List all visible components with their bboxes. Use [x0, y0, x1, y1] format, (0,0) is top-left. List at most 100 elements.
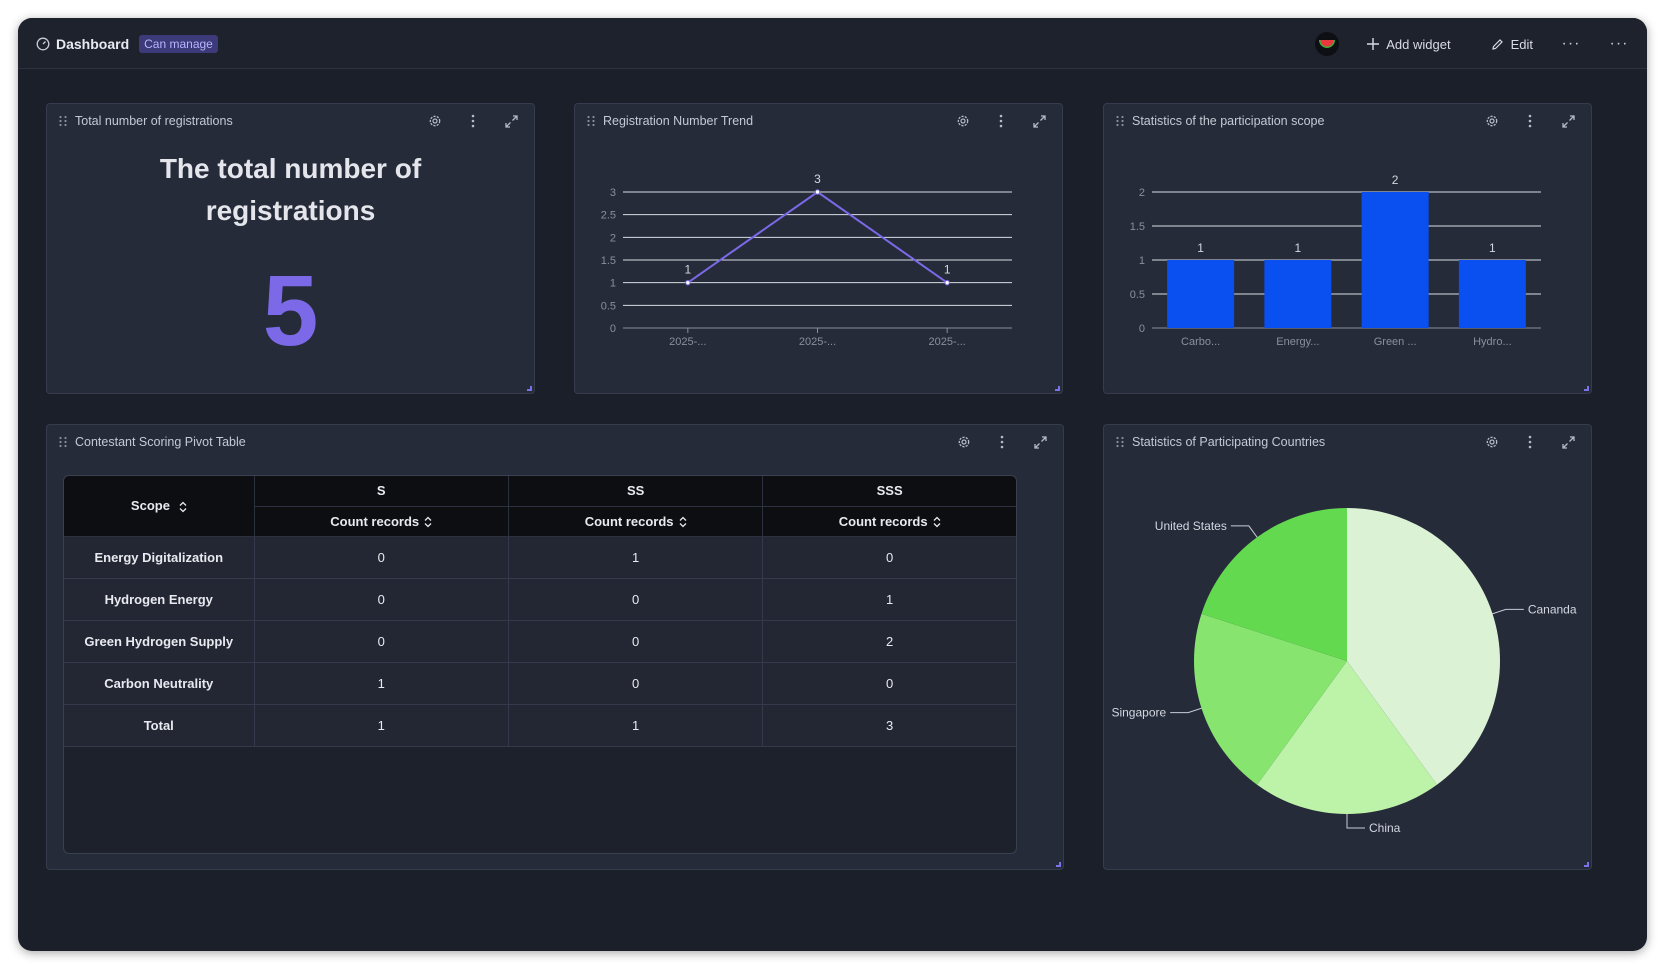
settings-icon[interactable]	[954, 112, 972, 130]
table-cell: 0	[508, 620, 764, 663]
column-header-sss: SSS	[762, 476, 1016, 507]
row-label: Carbon Neutrality	[64, 662, 255, 705]
bar-chart: 0 0.5 1 1.5 2 1 Carbo... 1 Energy... 2 Green ... 1 H…	[1130, 173, 1541, 348]
table-cell: 0	[254, 620, 509, 663]
x-tick-label: Energy...	[1276, 336, 1319, 348]
table-cell: 0	[762, 662, 1016, 705]
data-label: 1	[1489, 241, 1496, 255]
x-tick-label: 2025-...	[669, 336, 706, 348]
dashboard-window: Dashboard Can manage Add widget Edit ···…	[18, 18, 1647, 951]
pie-slice	[1347, 508, 1500, 785]
table-row: Green Hydrogen Supply 0 0 2	[64, 620, 1016, 663]
expand-icon[interactable]	[1031, 433, 1049, 451]
expand-icon[interactable]	[1559, 433, 1577, 451]
dashboard-breadcrumb: Dashboard Can manage	[36, 35, 218, 53]
sort-icon[interactable]	[179, 501, 187, 513]
scope-header[interactable]: Scope	[64, 476, 255, 537]
table-cell: 1	[254, 662, 509, 705]
sort-icon[interactable]	[424, 516, 432, 528]
drag-handle-icon[interactable]	[586, 115, 596, 127]
expand-icon[interactable]	[1559, 112, 1577, 130]
add-widget-button[interactable]: Add widget	[1367, 37, 1451, 52]
vertical-dots-icon[interactable]	[993, 433, 1011, 451]
drag-handle-icon[interactable]	[1115, 115, 1125, 127]
page-title: Dashboard	[56, 36, 130, 52]
sort-icon[interactable]	[933, 516, 941, 528]
widget-title: Statistics of Participating Countries	[1132, 435, 1326, 449]
settings-icon[interactable]	[955, 433, 973, 451]
sort-icon[interactable]	[679, 516, 687, 528]
measure-label: Count records	[330, 513, 420, 529]
vertical-dots-icon[interactable]	[1521, 112, 1539, 130]
bar	[1361, 192, 1429, 328]
slice-label: Singapore	[1111, 706, 1166, 720]
metric-heading: The total number of registrations	[47, 148, 534, 232]
metric-heading-line1: The total number of	[159, 153, 422, 184]
edit-label: Edit	[1510, 36, 1533, 52]
y-tick-label: 3	[610, 187, 616, 199]
table-cell: 1	[508, 536, 764, 579]
leader-line	[1170, 707, 1202, 714]
widget-title: Registration Number Trend	[603, 114, 754, 128]
drag-handle-icon[interactable]	[58, 115, 68, 127]
y-tick-label: 1.5	[1130, 221, 1145, 233]
expand-icon[interactable]	[1030, 112, 1048, 130]
avatar[interactable]	[1315, 32, 1340, 56]
data-label: 1	[1197, 241, 1204, 255]
scope-header-label: Scope	[130, 498, 170, 514]
table-cell: 0	[254, 578, 509, 621]
row-label: Hydrogen Energy	[64, 578, 255, 621]
resize-handle[interactable]	[1584, 386, 1589, 391]
settings-icon[interactable]	[426, 112, 444, 130]
row-label: Energy Digitalization	[64, 536, 255, 579]
data-point	[944, 279, 950, 286]
data-point	[685, 279, 691, 286]
resize-handle[interactable]	[1056, 862, 1061, 867]
resize-handle[interactable]	[1055, 386, 1060, 391]
leader-line	[1230, 525, 1258, 538]
table-row: Hydrogen Energy 0 0 1	[64, 578, 1016, 621]
table-row: Carbon Neutrality 1 0 0	[64, 662, 1016, 705]
measure-header[interactable]: Count records	[508, 506, 764, 537]
y-tick-label: 2	[1139, 187, 1145, 199]
drag-handle-icon[interactable]	[58, 436, 68, 448]
settings-icon[interactable]	[1483, 112, 1501, 130]
pie-chart: Cananda China Singapore United States	[1111, 508, 1577, 835]
vertical-dots-icon[interactable]	[992, 112, 1010, 130]
bar	[1458, 260, 1526, 328]
vertical-dots-icon[interactable]	[464, 112, 482, 130]
measure-label: Count records	[838, 513, 928, 529]
pie-slice	[1201, 508, 1347, 661]
table-row: Energy Digitalization 0 1 0	[64, 536, 1016, 579]
measure-label: Count records	[584, 513, 674, 529]
metric-heading-line2: registrations	[205, 195, 376, 226]
y-tick-label: 0	[610, 323, 616, 335]
overflow-menu-icon[interactable]: ···	[1609, 35, 1629, 52]
expand-icon[interactable]	[502, 112, 520, 130]
watermelon-icon	[1319, 40, 1336, 48]
plus-icon	[1367, 38, 1380, 50]
leader-line	[1492, 608, 1524, 615]
x-tick-label: Carbo...	[1181, 336, 1220, 348]
permission-badge: Can manage	[139, 35, 218, 53]
leader-line	[1346, 814, 1365, 829]
top-bar: Dashboard Can manage Add widget Edit ···…	[18, 18, 1647, 69]
x-tick-label: Hydro...	[1473, 336, 1512, 348]
pivot-table: Scope S SS SSS Count records Count recor…	[63, 475, 1017, 854]
line-chart: 0 0.5 1 1.5 2 2.5 3 2025-... 2025-... 2025-... 1 3 1	[601, 172, 1012, 348]
vertical-dots-icon[interactable]	[1521, 433, 1539, 451]
y-tick-label: 0.5	[601, 300, 616, 312]
settings-icon[interactable]	[1483, 433, 1501, 451]
x-tick-label: 2025-...	[929, 336, 966, 348]
measure-header[interactable]: Count records	[762, 506, 1016, 537]
slice-label: United States	[1155, 519, 1227, 533]
column-header-ss: SS	[508, 476, 764, 507]
measure-header[interactable]: Count records	[254, 506, 509, 537]
drag-handle-icon[interactable]	[1115, 436, 1125, 448]
edit-button[interactable]: Edit	[1491, 37, 1533, 52]
widget-title: Contestant Scoring Pivot Table	[75, 435, 246, 449]
resize-handle[interactable]	[1584, 862, 1589, 867]
resize-handle[interactable]	[527, 386, 532, 391]
more-options-icon[interactable]: ···	[1561, 35, 1581, 52]
gauge-icon	[36, 37, 50, 51]
